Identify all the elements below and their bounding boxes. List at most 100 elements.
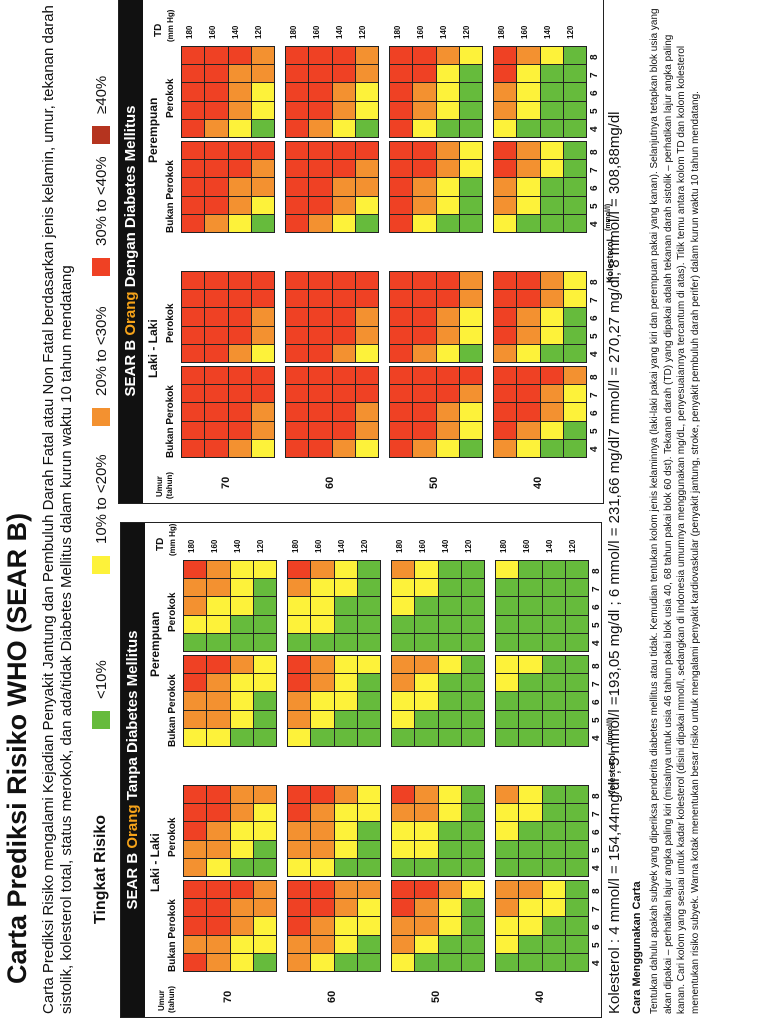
risk-cell	[565, 656, 588, 674]
risk-cell	[311, 561, 334, 579]
risk-cell	[519, 615, 542, 633]
risk-cell	[355, 142, 378, 160]
risk-grid	[287, 880, 381, 972]
bp-value: 160	[208, 25, 217, 39]
risk-cell	[390, 142, 413, 160]
risk-cell	[357, 917, 380, 935]
risk-cell	[288, 692, 311, 710]
risk-cell	[563, 142, 586, 160]
risk-cell	[184, 656, 207, 674]
risk-cell	[332, 308, 355, 326]
legend-item-20-30: 20% to <30%	[92, 306, 110, 426]
age-label: 40	[534, 990, 546, 1003]
risk-cell	[565, 786, 588, 804]
risk-cell	[459, 119, 482, 137]
risk-cell	[392, 804, 415, 822]
risk-cell	[496, 899, 519, 917]
risk-cell	[251, 101, 274, 119]
risk-cell	[494, 65, 517, 83]
risk-cell	[311, 728, 334, 746]
risk-grid	[183, 785, 277, 877]
risk-cell	[517, 272, 540, 290]
risk-cell	[540, 160, 563, 178]
risk-cell	[413, 439, 436, 457]
risk-cell	[286, 290, 309, 308]
risk-cell	[415, 656, 438, 674]
risk-cell	[392, 615, 415, 633]
risk-cell	[286, 214, 309, 232]
risk-cell	[288, 615, 311, 633]
risk-cell	[565, 579, 588, 597]
risk-cell	[311, 858, 334, 876]
risk-cell	[517, 344, 540, 362]
risk-cell	[540, 142, 563, 160]
risk-cell	[357, 692, 380, 710]
risk-cell	[207, 597, 230, 615]
risk-cell	[182, 326, 205, 344]
risk-cell	[563, 272, 586, 290]
risk-cell	[494, 367, 517, 385]
bp-value: 180	[289, 25, 298, 39]
risk-cell	[228, 326, 251, 344]
risk-cell	[182, 47, 205, 65]
risk-cell	[332, 326, 355, 344]
risk-cell	[251, 385, 274, 403]
risk-cell	[565, 899, 588, 917]
risk-cell	[253, 692, 276, 710]
risk-cell	[565, 840, 588, 858]
risk-cell	[184, 881, 207, 899]
risk-cell	[461, 840, 484, 858]
risk-cell	[309, 65, 332, 83]
risk-cell	[563, 47, 586, 65]
legend-item-10-20: 10% to <20%	[92, 454, 110, 574]
risk-cell	[311, 656, 334, 674]
risk-cell	[436, 344, 459, 362]
risk-cell	[184, 561, 207, 579]
risk-cell	[540, 403, 563, 421]
risk-cell	[540, 119, 563, 137]
risk-cell	[205, 385, 228, 403]
risk-cell	[288, 633, 311, 651]
risk-cell	[332, 421, 355, 439]
risk-cell	[228, 196, 251, 214]
risk-cell	[230, 840, 253, 858]
risk-cell	[357, 858, 380, 876]
risk-cell	[519, 710, 542, 728]
bp-value: 180	[499, 539, 508, 553]
risk-cell	[542, 953, 565, 971]
bp-value: 180	[187, 539, 196, 553]
risk-cell	[563, 65, 586, 83]
risk-cell	[230, 633, 253, 651]
risk-grid	[493, 46, 587, 138]
risk-cell	[182, 344, 205, 362]
risk-cell	[563, 101, 586, 119]
risk-cell	[496, 804, 519, 822]
risk-cell	[253, 899, 276, 917]
risk-cell	[184, 935, 207, 953]
risk-cell	[436, 367, 459, 385]
age-axis-label: Umur	[155, 476, 164, 497]
risk-cell	[390, 119, 413, 137]
risk-cell	[253, 710, 276, 728]
risk-cell	[355, 83, 378, 101]
risk-cell	[415, 633, 438, 651]
risk-cell	[413, 403, 436, 421]
bp-value: 180	[185, 25, 194, 39]
risk-cell	[563, 439, 586, 457]
risk-cell	[517, 196, 540, 214]
bp-value: 160	[314, 539, 323, 553]
risk-cell	[184, 786, 207, 804]
risk-cell	[205, 119, 228, 137]
risk-cell	[334, 597, 357, 615]
risk-cell	[390, 290, 413, 308]
risk-cell	[459, 385, 482, 403]
risk-cell	[309, 439, 332, 457]
risk-cell	[563, 344, 586, 362]
risk-cell	[436, 421, 459, 439]
risk-cell	[459, 83, 482, 101]
risk-cell	[392, 858, 415, 876]
risk-cell	[542, 674, 565, 692]
risk-cell	[415, 674, 438, 692]
risk-cell	[413, 160, 436, 178]
